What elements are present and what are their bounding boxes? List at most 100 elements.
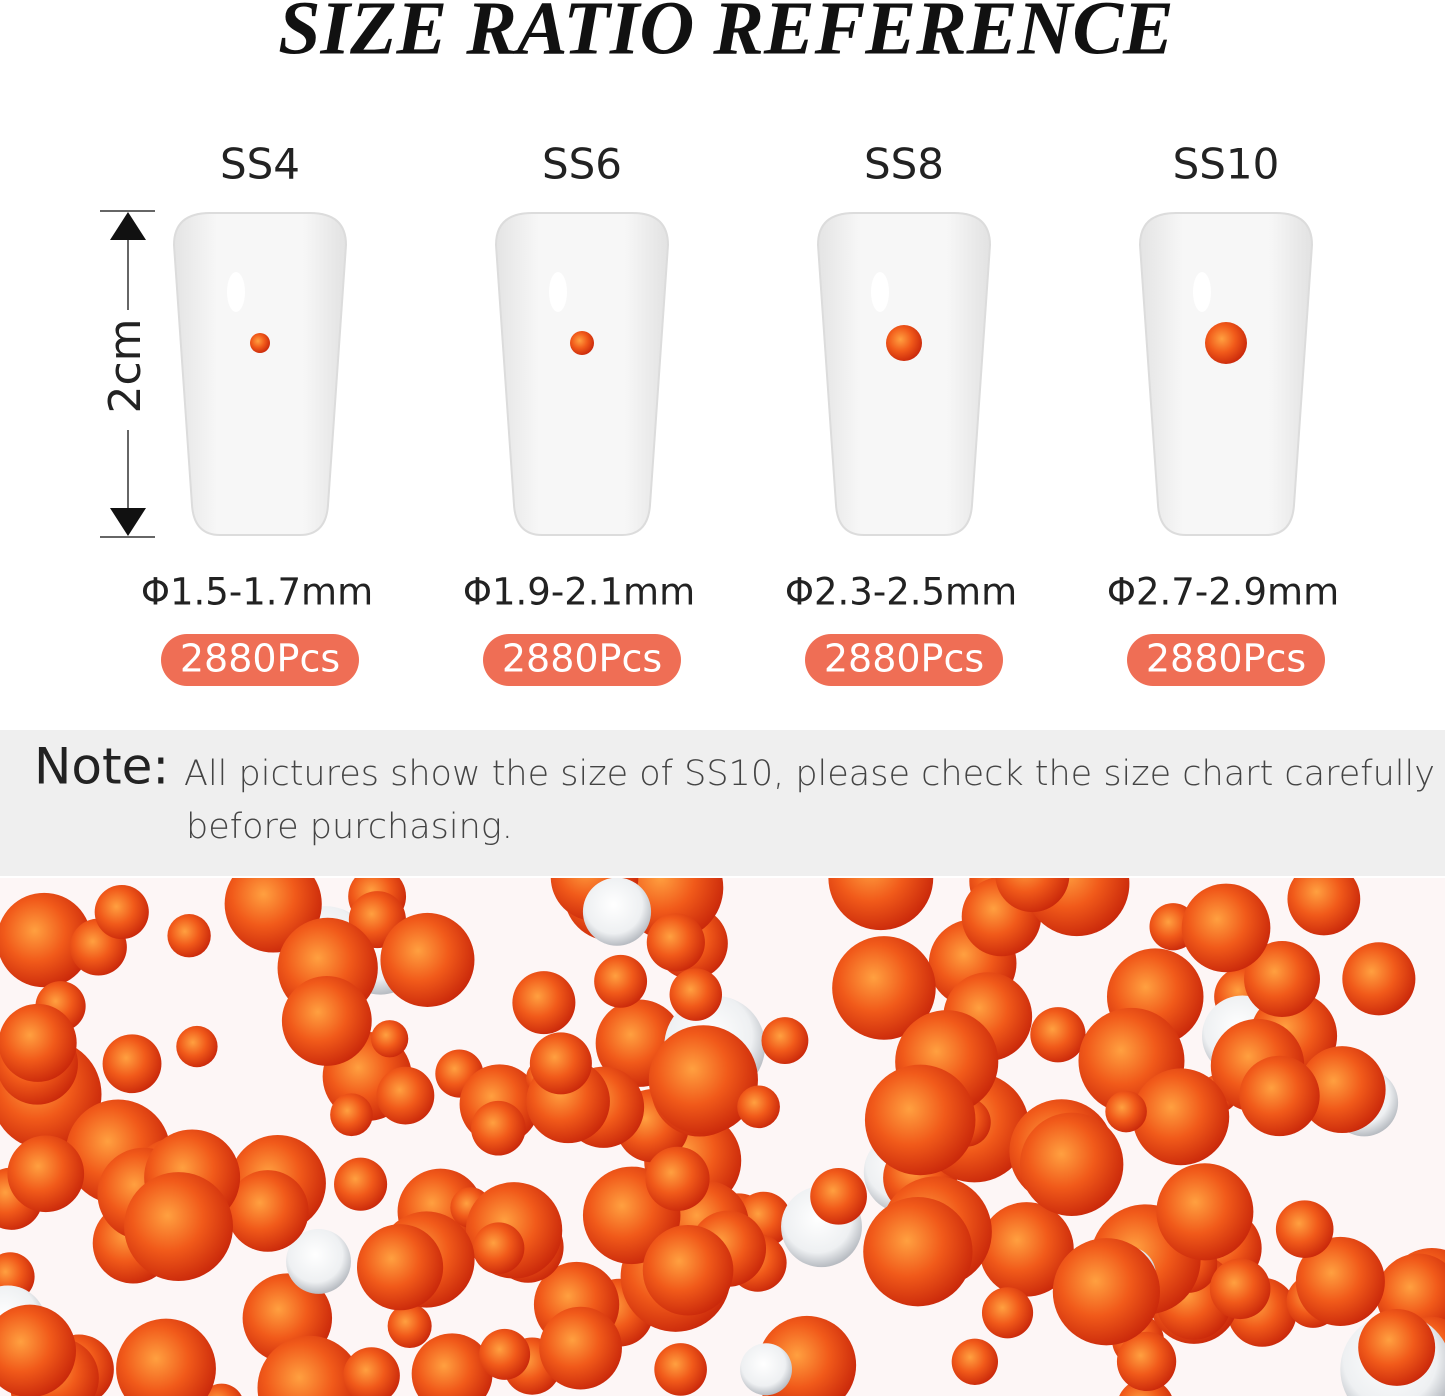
rhinestone — [1244, 941, 1320, 1018]
rhinestone — [94, 884, 149, 940]
rhinestone — [7, 1135, 85, 1213]
nail — [1138, 212, 1314, 536]
rhinestone — [995, 878, 1070, 913]
rhinestone — [334, 1157, 388, 1211]
rhinestone — [1298, 1046, 1386, 1134]
diameter: Φ1.5-1.7mm — [141, 571, 373, 614]
rhinestone — [1156, 1163, 1254, 1261]
count-pill — [1127, 634, 1325, 686]
rhinestone — [810, 1167, 867, 1225]
rhinestone — [387, 1303, 432, 1349]
rhinestone — [886, 325, 922, 361]
rhinestone — [1030, 1007, 1086, 1063]
rhinestone — [979, 1202, 1074, 1297]
rhinestone — [1358, 1308, 1436, 1386]
rhinestone — [257, 1335, 362, 1396]
rhinestone — [951, 1338, 999, 1385]
count: 2880Pcs — [824, 637, 984, 681]
nail — [816, 212, 992, 536]
rhinestone — [0, 892, 92, 988]
rhinestone — [1105, 1090, 1147, 1133]
diameter: Φ1.9-2.1mm — [463, 571, 695, 614]
rhinestone — [479, 1328, 531, 1380]
rhinestone — [646, 913, 705, 972]
count: 2880Pcs — [180, 637, 340, 681]
rhinestone — [356, 1224, 444, 1311]
rhinestone — [167, 914, 211, 958]
count: 2880Pcs — [1146, 637, 1306, 681]
note-text: before purchasing. — [186, 807, 513, 847]
rhinestone — [411, 1333, 493, 1396]
count-pill — [805, 634, 1003, 686]
flatback — [286, 1228, 351, 1294]
title: SIZE RATIO REFERENCE — [278, 0, 1173, 70]
rhinestone — [472, 1222, 525, 1274]
rhinestone — [828, 878, 934, 931]
rhinestone — [330, 1093, 373, 1137]
rhinestone — [1342, 942, 1416, 1016]
rhinestone — [1287, 878, 1361, 936]
rhinestone — [116, 1318, 216, 1396]
diameter: Φ2.7-2.9mm — [1107, 571, 1339, 614]
rhinestone — [1239, 1055, 1320, 1137]
count: 2880Pcs — [502, 637, 662, 681]
note-text: All pictures show the size of SS10, plea… — [184, 754, 1435, 794]
rhinestone — [380, 912, 475, 1007]
rhinestone — [669, 968, 723, 1021]
count-pill — [161, 634, 359, 686]
rhinestone — [226, 1170, 309, 1252]
rhinestone — [0, 1304, 77, 1396]
diameter: Φ2.3-2.5mm — [785, 571, 1017, 614]
rhinestone — [343, 1347, 400, 1396]
rhinestone — [1205, 322, 1247, 364]
rhinestone — [761, 1017, 809, 1065]
rhinestone — [529, 1032, 592, 1095]
rhinestone — [281, 975, 372, 1066]
rhinestone — [0, 1003, 77, 1082]
rhinestone — [176, 1025, 218, 1068]
rhinestone — [981, 1287, 1034, 1339]
rhinestone — [570, 331, 594, 355]
nail-shine — [871, 272, 889, 312]
flatback — [740, 1343, 793, 1396]
rhinestone — [594, 954, 648, 1008]
rhinestone — [539, 1306, 622, 1390]
rhinestone — [512, 971, 576, 1035]
rhinestone — [864, 1064, 976, 1176]
rhinestone — [102, 1034, 162, 1094]
rhinestone — [1295, 1236, 1385, 1327]
scale-label: 2cm — [100, 318, 151, 413]
size-label: SS10 — [1173, 140, 1280, 189]
nail — [494, 212, 670, 536]
nail — [172, 212, 348, 536]
size-label: SS8 — [864, 140, 944, 189]
rhinestone — [1116, 1331, 1177, 1392]
rhinestone — [376, 1066, 435, 1125]
note-label: Note: — [34, 738, 169, 796]
rhinestone — [1181, 883, 1271, 973]
rhinestone — [1019, 1112, 1124, 1216]
count-pill — [483, 634, 681, 686]
rhinestone — [1052, 1238, 1160, 1346]
rhinestone — [648, 1025, 758, 1135]
rhinestones — [0, 878, 1445, 1396]
size-label: SS4 — [220, 140, 300, 189]
rhinestone — [371, 1020, 409, 1058]
rhinestone — [642, 1224, 734, 1316]
rhinestone — [832, 936, 936, 1040]
nail-shine — [1193, 272, 1211, 312]
rhinestone — [471, 1100, 526, 1156]
scale: 2cm — [100, 210, 155, 538]
note-band — [0, 730, 1445, 876]
rhinestone — [645, 1146, 710, 1211]
rhinestone — [1275, 1200, 1334, 1258]
nail-shine — [227, 272, 245, 312]
rhinestone — [863, 1197, 973, 1307]
nail-shine — [549, 272, 567, 312]
rhinestone — [250, 333, 270, 353]
flatback — [582, 878, 652, 946]
rhinestone — [124, 1172, 234, 1281]
rhinestone — [1132, 1068, 1230, 1166]
rhinestone — [1209, 1258, 1271, 1320]
